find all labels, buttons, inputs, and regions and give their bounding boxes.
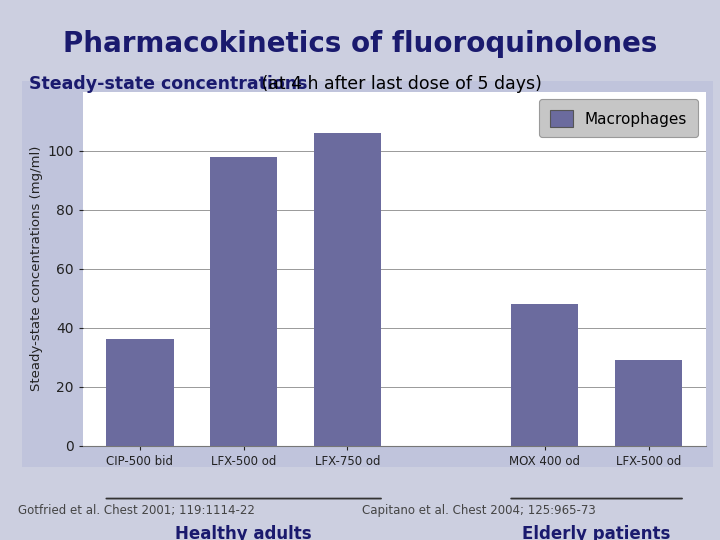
Text: Pharmacokinetics of fluoroquinolones: Pharmacokinetics of fluoroquinolones	[63, 30, 657, 58]
Bar	[615, 360, 683, 445]
Text: Healthy adults: Healthy adults	[176, 525, 312, 540]
Text: Gotfried et al. Chest 2001; 119:1114-22: Gotfried et al. Chest 2001; 119:1114-22	[19, 504, 255, 517]
Bar	[210, 157, 277, 446]
Text: Steady-state concentrations: Steady-state concentrations	[29, 75, 307, 92]
Text: (at 4 h after last dose of 5 days): (at 4 h after last dose of 5 days)	[256, 75, 541, 92]
Bar	[511, 304, 578, 446]
Bar	[106, 339, 174, 446]
Y-axis label: Steady-state concentrations (mg/ml): Steady-state concentrations (mg/ml)	[30, 146, 43, 392]
Text: Elderly patients: Elderly patients	[523, 525, 671, 540]
Legend: Macrophages: Macrophages	[539, 99, 698, 138]
Bar	[314, 133, 381, 446]
Text: Capitano et al. Chest 2004; 125:965-73: Capitano et al. Chest 2004; 125:965-73	[362, 504, 595, 517]
